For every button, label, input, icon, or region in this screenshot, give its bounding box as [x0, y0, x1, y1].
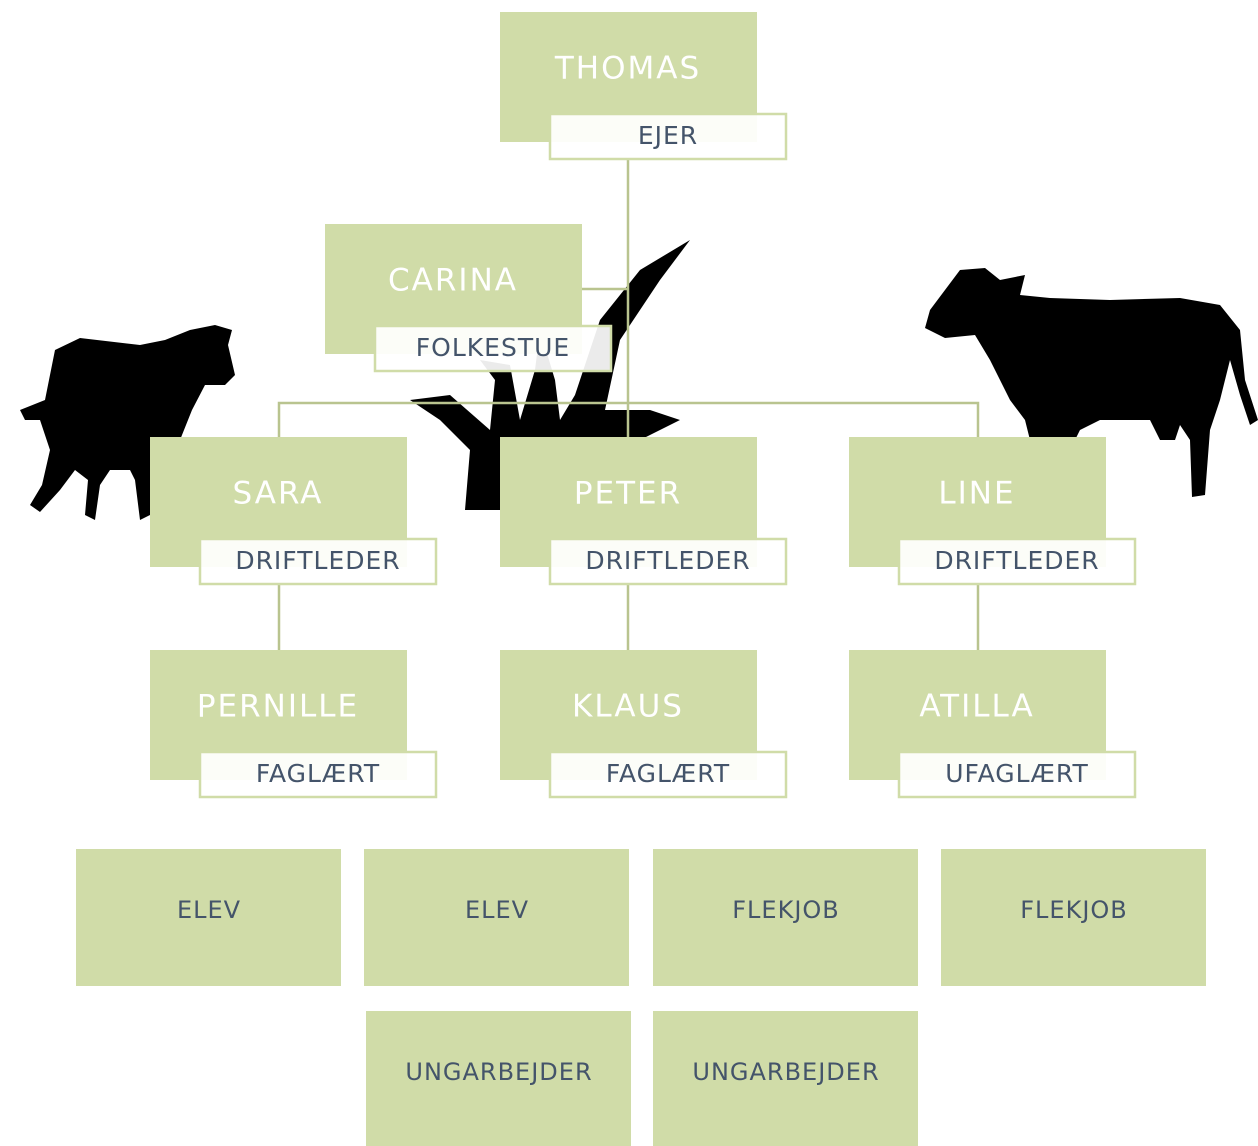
person-name: PETER	[574, 476, 682, 512]
person-role: DRIFTLEDER	[585, 546, 750, 575]
person-name: SARA	[233, 476, 324, 512]
person-role: DRIFTLEDER	[235, 546, 400, 575]
staff-label: FLEKJOB	[732, 896, 840, 924]
staff-label: ELEV	[177, 896, 241, 924]
person-role: EJER	[638, 121, 698, 150]
person-name: LINE	[938, 476, 1015, 512]
boxes: THOMAS EJER CARINA FOLKESTUE SARA DRIFTLEDER P…	[76, 12, 1206, 1146]
person-name: KLAUS	[572, 689, 684, 725]
staff-label: FLEKJOB	[1020, 896, 1128, 924]
person-role: FAGLÆRT	[256, 759, 380, 788]
person-name: ATILLA	[919, 689, 1034, 725]
person-name: PERNILLE	[197, 689, 359, 725]
person-role: FOLKESTUE	[416, 333, 570, 362]
person-role: DRIFTLEDER	[934, 546, 1099, 575]
person-name: THOMAS	[554, 51, 701, 87]
org-chart: THOMAS EJER CARINA FOLKESTUE SARA DRIFTLEDER P…	[0, 0, 1258, 1146]
staff-label: UNGARBEJDER	[692, 1058, 879, 1086]
staff-label: UNGARBEJDER	[405, 1058, 592, 1086]
person-role: FAGLÆRT	[606, 759, 730, 788]
person-name: CARINA	[388, 263, 518, 299]
person-role: UFAGLÆRT	[945, 759, 1089, 788]
staff-label: ELEV	[465, 896, 529, 924]
